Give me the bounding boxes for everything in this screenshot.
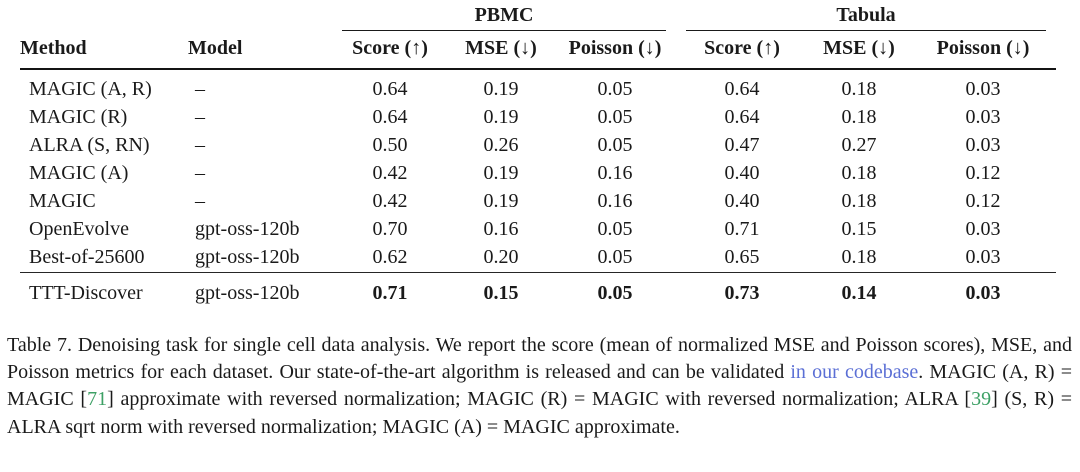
method-cell: ALRA (S, RN) <box>29 134 150 156</box>
table-row: MAGIC (R) – 0.64 0.19 0.05 0.64 0.18 0.03 <box>20 104 1056 132</box>
table-row: MAGIC (A, R) – 0.64 0.19 0.05 0.64 0.18 0.03 <box>20 69 1056 104</box>
value-cell: 0.71 <box>724 218 760 240</box>
value-cell: 0.05 <box>554 271 677 311</box>
value-cell: 0.18 <box>841 246 877 268</box>
value-cell: 0.15 <box>448 271 554 311</box>
col-header-poisson-pbmc: Poisson (↓) <box>554 31 677 70</box>
value-cell: 0.40 <box>724 162 760 184</box>
method-cell: MAGIC <box>29 190 96 212</box>
value-cell: 0.47 <box>724 134 760 156</box>
model-cell: – <box>195 78 205 100</box>
caption-text-3: ] approximate with reversed normalizatio… <box>107 388 972 411</box>
group-header-spacer <box>20 4 332 31</box>
value-cell: 0.20 <box>483 246 519 268</box>
caption-text-1: Table 7. Denoising task for single cell … <box>7 333 1072 383</box>
value-cell: 0.40 <box>724 190 760 212</box>
column-header-row: Method Model Score (↑) MSE (↓) Poisson (… <box>20 31 1057 70</box>
value-cell: 0.03 <box>965 218 1001 240</box>
codebase-link[interactable]: in our codebase <box>790 360 919 383</box>
value-cell: 0.16 <box>597 190 633 212</box>
model-cell: – <box>195 106 205 128</box>
value-cell: 0.12 <box>965 162 1001 184</box>
caption-text-2: . MAGIC (A, R) = MAGIC [ <box>7 360 1072 411</box>
model-cell: – <box>195 134 205 156</box>
table-row: OpenEvolve gpt-oss-120b 0.70 0.16 0.05 0.71 0.… <box>20 216 1056 244</box>
table-caption: Table 7. Denoising task for single cell … <box>0 332 1080 442</box>
col-header-mse-tabula: MSE (↓) <box>808 31 911 70</box>
value-cell: 0.05 <box>597 134 633 156</box>
method-cell: OpenEvolve <box>29 218 129 240</box>
method-cell: MAGIC (A, R) <box>29 78 152 100</box>
group-label-tabula: Tabula <box>836 4 896 26</box>
value-cell: 0.64 <box>724 78 760 100</box>
value-cell: 0.05 <box>597 78 633 100</box>
group-rule-pbmc <box>342 30 667 31</box>
table-row: MAGIC – 0.42 0.19 0.16 0.40 0.18 0.12 <box>20 188 1056 216</box>
model-cell: gpt-oss-120b <box>195 246 300 268</box>
citation-39[interactable]: 39 <box>971 388 992 411</box>
model-cell: gpt-oss-120b <box>195 218 300 240</box>
value-cell: 0.42 <box>372 190 408 212</box>
value-cell: 0.03 <box>965 134 1001 156</box>
value-cell: 0.03 <box>965 246 1001 268</box>
value-cell: 0.42 <box>372 162 408 184</box>
value-cell: 0.14 <box>808 271 911 311</box>
caption-text-4: ] (S, R) = ALRA sqrt norm with reversed … <box>7 388 1072 438</box>
col-header-score-tabula: Score (↑) <box>676 31 809 70</box>
value-cell: 0.64 <box>372 106 408 128</box>
value-cell: 0.19 <box>483 78 519 100</box>
table-row: ALRA (S, RN) – 0.50 0.26 0.05 0.47 0.27 0.03 <box>20 132 1056 160</box>
value-cell: 0.64 <box>372 78 408 100</box>
group-header-row: PBMC Tabula <box>20 4 1056 31</box>
value-cell: 0.12 <box>965 190 1001 212</box>
value-cell: 0.19 <box>483 162 519 184</box>
table-row: TTT-Discover gpt-oss-120b 0.71 0.15 0.05 0.73… <box>20 271 1057 311</box>
model-cell: – <box>195 190 205 212</box>
value-cell: 0.26 <box>483 134 519 156</box>
value-cell: 0.03 <box>965 78 1001 100</box>
method-cell: MAGIC (A) <box>29 162 129 184</box>
method-cell: TTT-Discover <box>20 271 188 311</box>
value-cell: 0.70 <box>372 218 408 240</box>
table-row: Best-of-25600 gpt-oss-120b 0.62 0.20 0.05 0.6… <box>20 244 1056 273</box>
value-cell: 0.65 <box>724 246 760 268</box>
method-cell: MAGIC (R) <box>29 106 128 128</box>
model-cell: – <box>195 162 205 184</box>
value-cell: 0.18 <box>841 190 877 212</box>
value-cell: 0.27 <box>841 134 877 156</box>
value-cell: 0.05 <box>597 246 633 268</box>
value-cell: 0.15 <box>841 218 877 240</box>
table-row: MAGIC (A) – 0.42 0.19 0.16 0.40 0.18 0.12 <box>20 160 1056 188</box>
group-header-pbmc: PBMC <box>332 4 676 31</box>
value-cell: 0.19 <box>483 106 519 128</box>
value-cell: 0.05 <box>597 218 633 240</box>
group-rule-tabula <box>686 30 1047 31</box>
col-header-method: Method <box>20 31 188 70</box>
group-header-tabula: Tabula <box>676 4 1056 31</box>
col-header-poisson-tabula: Poisson (↓) <box>910 31 1057 70</box>
col-header-mse-pbmc: MSE (↓) <box>448 31 554 70</box>
value-cell: 0.03 <box>910 271 1057 311</box>
value-cell: 0.18 <box>841 106 877 128</box>
value-cell: 0.16 <box>597 162 633 184</box>
value-cell: 0.19 <box>483 190 519 212</box>
value-cell: 0.62 <box>372 246 408 268</box>
value-cell: 0.18 <box>841 78 877 100</box>
value-cell: 0.05 <box>597 106 633 128</box>
value-cell: 0.64 <box>724 106 760 128</box>
value-cell: 0.71 <box>332 271 448 311</box>
citation-71[interactable]: 71 <box>87 388 108 411</box>
col-header-model: Model <box>188 31 332 70</box>
value-cell: 0.50 <box>372 134 408 156</box>
method-cell: Best-of-25600 <box>29 246 145 268</box>
group-label-pbmc: PBMC <box>474 4 534 26</box>
value-cell: 0.16 <box>483 218 519 240</box>
col-header-score-pbmc: Score (↑) <box>332 31 448 70</box>
value-cell: 0.03 <box>965 106 1001 128</box>
value-cell: 0.18 <box>841 162 877 184</box>
value-cell: 0.73 <box>676 271 809 311</box>
model-cell: gpt-oss-120b <box>188 271 332 311</box>
results-table: PBMC Tabula Method Model Score (↑) MSE (… <box>20 4 1057 311</box>
